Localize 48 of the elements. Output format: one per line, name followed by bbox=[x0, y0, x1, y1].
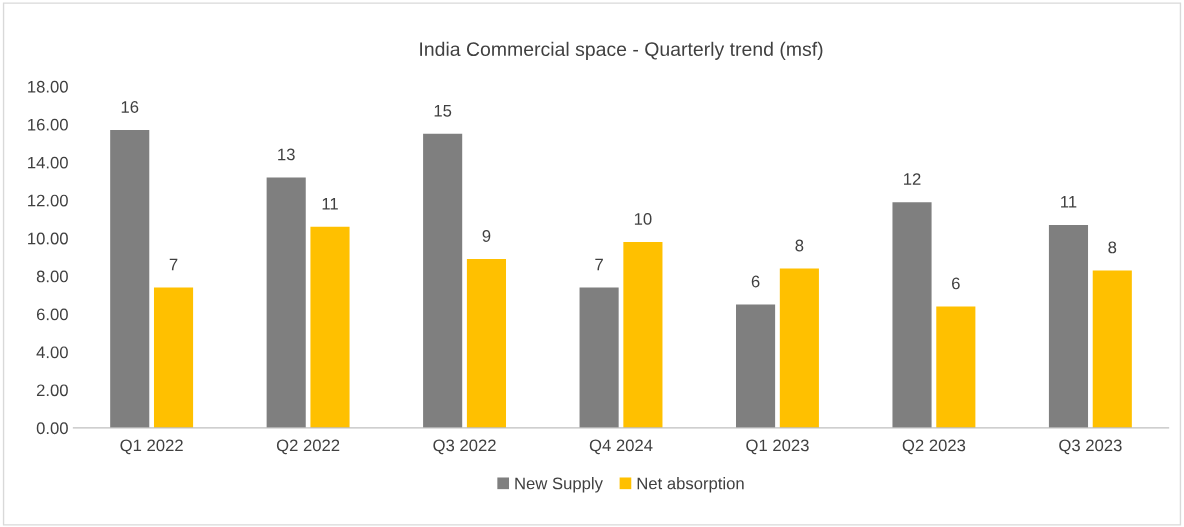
y-tick-label: 8.00 bbox=[36, 270, 68, 283]
data-label: 11 bbox=[322, 198, 338, 210]
bar bbox=[153, 287, 194, 428]
data-label: 6 bbox=[952, 277, 960, 290]
x-tick-label: Q2 2022 bbox=[276, 439, 340, 455]
x-tick-label: Q1 2022 bbox=[120, 439, 183, 455]
legend-label: New Supply bbox=[515, 477, 603, 493]
data-label: 9 bbox=[482, 230, 491, 242]
bar bbox=[779, 268, 819, 428]
y-tick-label: 4.00 bbox=[36, 346, 68, 359]
data-label: 7 bbox=[595, 258, 603, 271]
bar bbox=[736, 304, 776, 428]
data-label: 13 bbox=[278, 148, 295, 161]
bar bbox=[623, 242, 663, 428]
bar bbox=[1048, 224, 1089, 428]
y-tick-label: 12.00 bbox=[28, 194, 68, 207]
y-tick-label: 2.00 bbox=[36, 384, 68, 397]
x-tick-label: Q3 2022 bbox=[433, 439, 496, 455]
data-label: 6 bbox=[751, 275, 760, 288]
data-label: 7 bbox=[169, 258, 178, 271]
y-tick-label: 6.00 bbox=[36, 308, 68, 321]
chart-title: India Commercial space - Quarterly trend (msf) bbox=[420, 41, 823, 60]
data-label: 10 bbox=[634, 213, 652, 225]
bar bbox=[266, 177, 306, 428]
x-tick-label: Q2 2023 bbox=[902, 439, 966, 455]
y-tick-label: 16.00 bbox=[28, 118, 68, 131]
bar bbox=[936, 306, 976, 428]
bar bbox=[579, 287, 619, 428]
x-tick-label: Q4 2024 bbox=[589, 439, 653, 455]
data-label: 8 bbox=[795, 239, 804, 252]
y-tick-label: 18.00 bbox=[28, 80, 68, 93]
bar bbox=[310, 226, 350, 428]
bar bbox=[110, 130, 150, 428]
x-tick-label: Q1 2023 bbox=[746, 439, 809, 455]
bar bbox=[423, 133, 463, 428]
y-tick-label: 0.00 bbox=[36, 422, 68, 435]
bar bbox=[1092, 270, 1132, 428]
x-tick-label: Q3 2023 bbox=[1059, 439, 1122, 455]
data-label: 15 bbox=[434, 105, 452, 117]
legend-label: Net absorption bbox=[637, 477, 744, 493]
data-label: 8 bbox=[1108, 241, 1117, 254]
data-label: 16 bbox=[121, 101, 139, 113]
bar bbox=[466, 259, 507, 428]
y-tick-label: 14.00 bbox=[28, 156, 68, 169]
data-label: 11 bbox=[1061, 196, 1077, 208]
data-label: 12 bbox=[904, 173, 921, 185]
bar bbox=[892, 202, 932, 428]
y-tick-label: 10.00 bbox=[28, 232, 68, 245]
